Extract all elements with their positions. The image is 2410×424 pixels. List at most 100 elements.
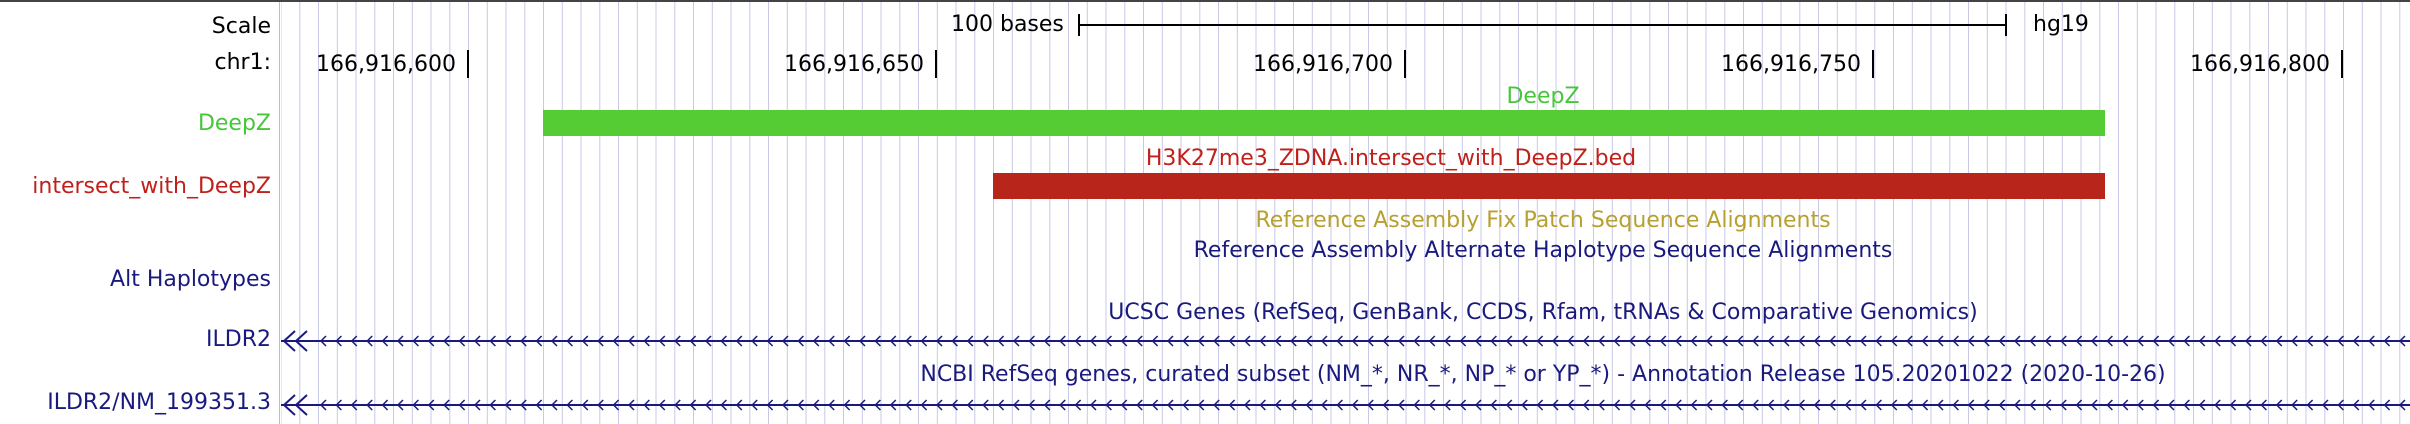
strand-arrow <box>1675 335 1682 347</box>
strand-arrow <box>1182 335 1189 347</box>
strand-arrow <box>735 335 743 347</box>
strand-arrow <box>1136 335 1143 347</box>
track-label-ildr2-nm[interactable]: ILDR2/NM_199351.3 <box>47 390 271 415</box>
strand-arrow <box>966 399 974 411</box>
strand-arrow <box>1213 399 1220 411</box>
assembly-label: hg19 <box>2033 12 2089 37</box>
reverse-strand-arrows-icon <box>319 399 2406 411</box>
intersect-feature-bar[interactable] <box>993 173 2105 199</box>
strand-arrow <box>1644 399 1651 411</box>
strand-arrow <box>1551 335 1559 347</box>
strand-arrow <box>1906 399 1913 411</box>
strand-arrow <box>2060 399 2067 411</box>
strand-arrow <box>1859 399 1867 411</box>
strand-arrow <box>1521 335 1528 347</box>
strand-arrow <box>1397 399 1405 411</box>
strand-arrow <box>1952 335 1959 347</box>
strand-arrow <box>674 399 681 411</box>
strand-arrow <box>1998 335 2006 347</box>
track-label-column: Scale chr1: DeepZ intersect_with_DeepZ A… <box>0 2 280 424</box>
strand-arrow <box>1367 335 1374 347</box>
strand-arrow <box>1736 335 1744 347</box>
strand-arrow <box>812 335 820 347</box>
strand-arrow <box>2337 335 2344 347</box>
strand-arrow <box>1998 399 2006 411</box>
strand-arrow <box>627 399 635 411</box>
strand-arrow <box>1336 335 1343 347</box>
track-label-ildr2[interactable]: ILDR2 <box>206 327 271 352</box>
strand-arrow <box>1305 335 1313 347</box>
strand-arrow <box>520 399 527 411</box>
strand-arrow <box>828 399 835 411</box>
ncbi-refseq-track-title: NCBI RefSeq genes, curated subset (NM_*,… <box>920 362 2166 387</box>
strand-arrow <box>350 335 358 347</box>
track-label-intersect[interactable]: intersect_with_DeepZ <box>32 174 271 199</box>
strand-arrow <box>1567 399 1574 411</box>
grid-lines <box>281 2 2401 424</box>
strand-arrow <box>473 399 481 411</box>
strand-arrow <box>951 335 958 347</box>
strand-arrow <box>935 399 943 411</box>
strand-arrow <box>1197 335 1205 347</box>
strand-arrow <box>920 399 928 411</box>
strand-arrow <box>2167 335 2175 347</box>
strand-arrow <box>1043 399 1051 411</box>
track-area[interactable]: 100 bases hg19 166,916,600 166,916,650 1… <box>281 2 2410 424</box>
strand-arrow <box>1459 335 1467 347</box>
strand-arrow <box>2229 399 2237 411</box>
strand-arrow <box>2198 335 2206 347</box>
strand-arrow <box>1243 399 1251 411</box>
strand-arrow <box>2321 399 2329 411</box>
strand-arrow <box>889 335 897 347</box>
strand-arrow <box>612 399 620 411</box>
strand-arrow <box>1936 335 1944 347</box>
strand-arrow <box>1752 335 1759 347</box>
strand-arrow <box>1705 335 1713 347</box>
strand-arrow <box>2398 335 2406 347</box>
strand-arrow <box>1490 399 1497 411</box>
strand-arrow <box>1813 335 1821 347</box>
strand-arrow <box>2398 399 2406 411</box>
track-label-deepz[interactable]: DeepZ <box>197 111 271 136</box>
ildr2-gene-line[interactable] <box>281 328 2410 354</box>
strand-arrow <box>2090 335 2098 347</box>
strand-arrow <box>920 335 928 347</box>
strand-arrow <box>1028 335 1035 347</box>
strand-arrow <box>2029 399 2036 411</box>
strand-arrow <box>1782 335 1790 347</box>
deepz-feature-bar[interactable] <box>543 110 2105 136</box>
strand-arrow <box>1906 335 1913 347</box>
strand-arrow <box>1444 399 1451 411</box>
strand-arrow <box>843 335 851 347</box>
track-label-alt-haplotypes[interactable]: Alt Haplotypes <box>110 267 271 292</box>
strand-arrow <box>1490 335 1497 347</box>
strand-arrow <box>781 399 789 411</box>
ildr2-nm-gene-line[interactable] <box>281 392 2410 418</box>
strand-arrow <box>1983 335 1990 347</box>
strand-arrow <box>1582 399 1590 411</box>
strand-arrow <box>2291 399 2298 411</box>
strand-arrow <box>2183 335 2190 347</box>
strand-arrow <box>412 399 419 411</box>
strand-arrow <box>458 335 466 347</box>
coord-label: 166,916,650 <box>784 52 924 77</box>
strand-arrow <box>1829 399 1836 411</box>
strand-arrow <box>1228 399 1236 411</box>
strand-arrow <box>2121 335 2129 347</box>
scale-bar-line <box>1078 24 2006 26</box>
strand-arrow <box>1505 335 1513 347</box>
coord-label: 166,916,700 <box>1253 52 1393 77</box>
strand-arrow <box>689 399 697 411</box>
strand-arrow <box>1582 335 1590 347</box>
strand-arrow <box>1105 335 1112 347</box>
strand-arrow <box>1120 335 1128 347</box>
strand-arrow <box>1213 335 1220 347</box>
strand-arrow <box>751 335 758 347</box>
strand-arrow <box>1351 399 1359 411</box>
strand-arrow <box>1382 399 1390 411</box>
strand-arrow <box>1983 399 1990 411</box>
alt-haplotype-track-title: Reference Assembly Alternate Haplotype S… <box>1193 238 1893 263</box>
strand-arrow <box>396 399 404 411</box>
strand-arrow <box>889 399 897 411</box>
strand-arrow <box>550 399 558 411</box>
